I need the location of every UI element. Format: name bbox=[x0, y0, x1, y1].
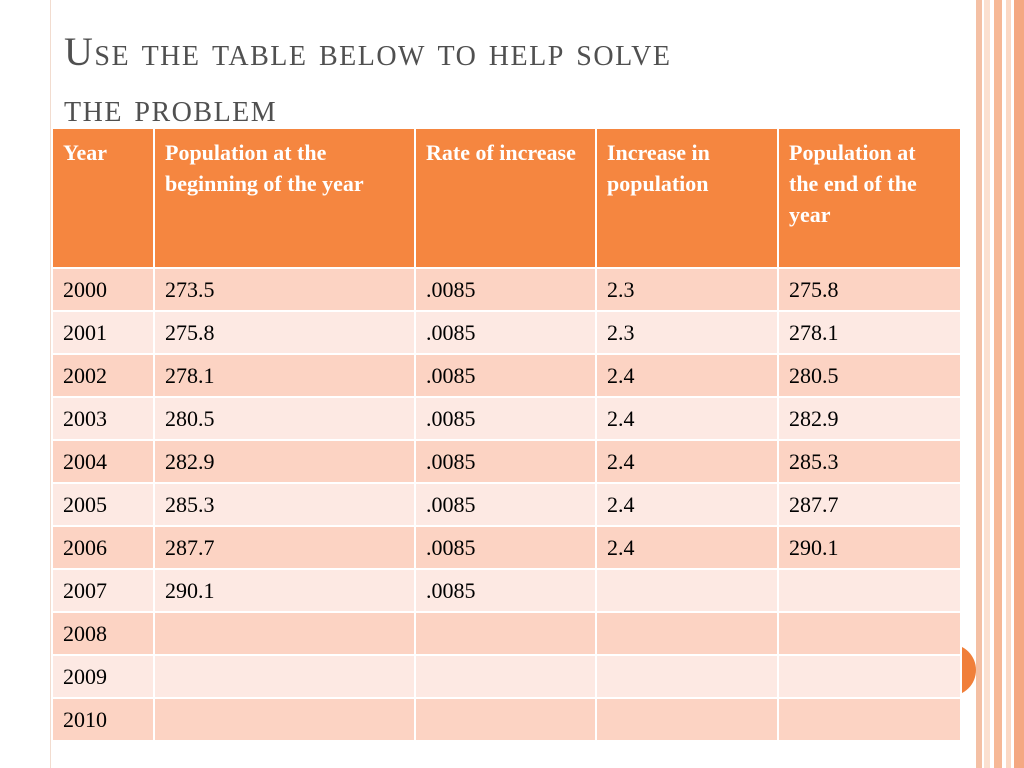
header-increase-in-population: Increase in population bbox=[595, 127, 779, 269]
cell-year: 2007 bbox=[51, 568, 155, 613]
cell-population-beginning: 285.3 bbox=[153, 482, 416, 527]
cell-population-beginning: 290.1 bbox=[153, 568, 416, 613]
cell-year: 2002 bbox=[51, 353, 155, 398]
header-rate-of-increase: Rate of increase bbox=[414, 127, 597, 269]
cell-population-end: 287.7 bbox=[777, 482, 962, 527]
slide-title-line-1: Use the table below to help solve bbox=[64, 29, 672, 74]
cell-population-end: 285.3 bbox=[777, 439, 962, 484]
table-body: 2000 273.5.0085 2.3 275.8 2001 275.8.0085 2.3 2… bbox=[51, 267, 962, 742]
cell-rate: .0085 bbox=[414, 568, 597, 613]
table-row: 2008 bbox=[51, 611, 962, 656]
cell-population-beginning: 287.7 bbox=[153, 525, 416, 570]
table-row: 2000 273.5.0085 2.3 275.8 bbox=[51, 267, 962, 312]
decorative-stripe bbox=[976, 0, 982, 768]
table-header-row: Year Population at the beginning of the … bbox=[51, 127, 962, 269]
cell-population-end: 282.9 bbox=[777, 396, 962, 441]
cell-increase: 2.4 bbox=[595, 396, 779, 441]
cell-population-end: 275.8 bbox=[777, 267, 962, 312]
cell-increase: 2.3 bbox=[595, 267, 779, 312]
decorative-stripe bbox=[1014, 0, 1024, 768]
cell-population-end bbox=[777, 697, 962, 742]
left-guide-line bbox=[50, 0, 51, 768]
cell-population-end bbox=[777, 611, 962, 656]
cell-rate: .0085 bbox=[414, 396, 597, 441]
cell-rate: .0085 bbox=[414, 267, 597, 312]
cell-population-end: 278.1 bbox=[777, 310, 962, 355]
cell-population-beginning: 273.5 bbox=[153, 267, 416, 312]
table-row: 2007 290.1.0085 bbox=[51, 568, 962, 613]
cell-year: 2003 bbox=[51, 396, 155, 441]
cell-rate: .0085 bbox=[414, 353, 597, 398]
slide-title-line-2: the problem bbox=[64, 85, 278, 130]
cell-rate bbox=[414, 611, 597, 656]
cell-population-end: 280.5 bbox=[777, 353, 962, 398]
decorative-stripe bbox=[994, 0, 1002, 768]
cell-rate: .0085 bbox=[414, 525, 597, 570]
cell-population-beginning bbox=[153, 611, 416, 656]
decorative-stripe bbox=[984, 0, 990, 768]
cell-year: 2000 bbox=[51, 267, 155, 312]
cell-increase: 2.4 bbox=[595, 353, 779, 398]
cell-population-end bbox=[777, 568, 962, 613]
header-population-beginning: Population at the beginning of the year bbox=[153, 127, 416, 269]
table-row: 2006 287.7.0085 2.4 290.1 bbox=[51, 525, 962, 570]
table-row: 2003 280.5.0085 2.4 282.9 bbox=[51, 396, 962, 441]
cell-population-beginning bbox=[153, 697, 416, 742]
header-population-end: Population at the end of the year bbox=[777, 127, 962, 269]
cell-rate: .0085 bbox=[414, 439, 597, 484]
cell-rate bbox=[414, 697, 597, 742]
slide-title: Use the table below to help solve the pr… bbox=[64, 24, 944, 136]
cell-year: 2005 bbox=[51, 482, 155, 527]
cell-population-beginning: 275.8 bbox=[153, 310, 416, 355]
cell-increase bbox=[595, 568, 779, 613]
cell-rate bbox=[414, 654, 597, 699]
cell-increase: 2.4 bbox=[595, 439, 779, 484]
cell-year: 2006 bbox=[51, 525, 155, 570]
cell-rate: .0085 bbox=[414, 310, 597, 355]
table-row: 2004 282.9.0085 2.4 285.3 bbox=[51, 439, 962, 484]
cell-year: 2010 bbox=[51, 697, 155, 742]
cell-year: 2008 bbox=[51, 611, 155, 656]
header-year: Year bbox=[51, 127, 155, 269]
cell-population-end bbox=[777, 654, 962, 699]
table-row: 2002 278.1.0085 2.4 280.5 bbox=[51, 353, 962, 398]
cell-increase: 2.3 bbox=[595, 310, 779, 355]
cell-year: 2001 bbox=[51, 310, 155, 355]
cell-year: 2009 bbox=[51, 654, 155, 699]
cell-year: 2004 bbox=[51, 439, 155, 484]
population-table: Year Population at the beginning of the … bbox=[51, 127, 962, 742]
cell-population-end: 290.1 bbox=[777, 525, 962, 570]
table-row: 2005 285.3.0085 2.4 287.7 bbox=[51, 482, 962, 527]
table-row: 2009 bbox=[51, 654, 962, 699]
table-row: 2001 275.8.0085 2.3 278.1 bbox=[51, 310, 962, 355]
table-row: 2010 bbox=[51, 697, 962, 742]
cell-population-beginning: 278.1 bbox=[153, 353, 416, 398]
cell-increase bbox=[595, 654, 779, 699]
cell-increase: 2.4 bbox=[595, 525, 779, 570]
cell-increase bbox=[595, 697, 779, 742]
cell-population-beginning bbox=[153, 654, 416, 699]
cell-increase bbox=[595, 611, 779, 656]
cell-population-beginning: 280.5 bbox=[153, 396, 416, 441]
cell-rate: .0085 bbox=[414, 482, 597, 527]
cell-population-beginning: 282.9 bbox=[153, 439, 416, 484]
decorative-stripe bbox=[1006, 0, 1011, 768]
cell-increase: 2.4 bbox=[595, 482, 779, 527]
